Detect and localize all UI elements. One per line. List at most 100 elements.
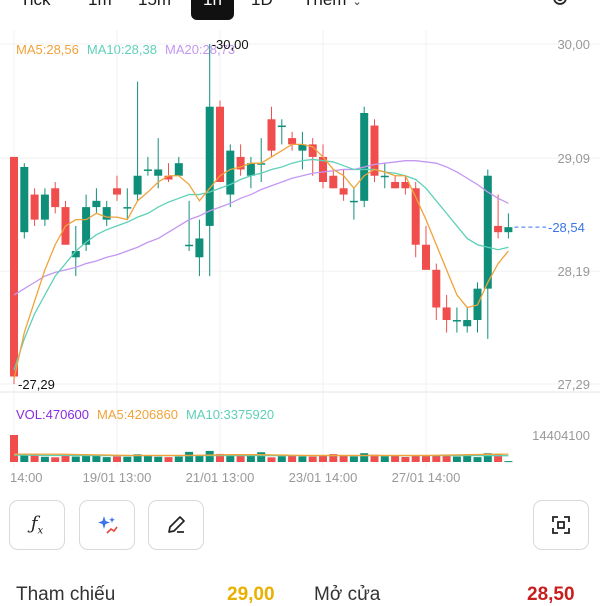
volume-bar: [422, 455, 430, 462]
volume-bar: [268, 457, 276, 462]
volume-bar: [474, 457, 482, 462]
sparkle-icon: [95, 513, 119, 537]
volume-bar: [494, 454, 502, 462]
volume-bar: [350, 456, 358, 462]
x-tick-label: 19/01 13:00: [83, 470, 152, 485]
candle: [10, 157, 18, 377]
y-tick-label: 28,19: [557, 264, 590, 279]
candle: [82, 207, 90, 245]
x-tick-label: 27/01 14:00: [392, 470, 461, 485]
formula-button[interactable]: ƒx: [9, 500, 65, 550]
volume-bar: [165, 457, 173, 462]
candle: [504, 227, 512, 232]
candle: [144, 169, 152, 171]
candle: [329, 176, 337, 189]
volume-bar: [103, 457, 111, 462]
volume-bar: [412, 456, 420, 462]
volume-bar: [401, 457, 409, 462]
open-price-label: Mở cửa: [314, 584, 380, 606]
volume-bar: [288, 455, 296, 462]
price-chart[interactable]: 30,0029,0928,1927,29-30,00-27,29-28,5414…: [0, 30, 600, 490]
tab-1d[interactable]: 1D: [251, 0, 273, 20]
formula-icon: ƒx: [31, 513, 43, 537]
ai-button[interactable]: [79, 500, 135, 550]
candle: [20, 167, 28, 232]
y-tick-label: 27,29: [557, 377, 590, 392]
y-tick-label: 29,09: [557, 151, 590, 166]
candle: [216, 107, 224, 182]
expand-icon: [551, 515, 571, 535]
candle: [226, 151, 234, 195]
open-price-value: 28,50: [527, 584, 575, 606]
candle: [206, 107, 214, 226]
tab-more[interactable]: Thêm⌄: [303, 0, 362, 20]
volume-bar: [92, 456, 100, 462]
volume-bar: [504, 461, 512, 462]
volume-bar: [154, 457, 162, 462]
candle: [371, 126, 379, 176]
tab-15m[interactable]: 15m: [138, 0, 171, 20]
volume-bar: [206, 451, 214, 462]
candle: [154, 169, 162, 175]
volume-bar: [360, 453, 368, 462]
candle: [195, 238, 203, 257]
x-tick-label: 23/01 14:00: [289, 470, 358, 485]
volume-bar: [10, 435, 18, 462]
candle: [92, 201, 100, 207]
volume-bar: [443, 456, 451, 462]
volume-bar: [391, 456, 399, 462]
candle: [350, 201, 358, 203]
volume-bar: [41, 457, 49, 462]
volume-bar: [185, 452, 193, 462]
chevron-down-icon: ⌄: [352, 0, 361, 8]
draw-button[interactable]: [148, 500, 204, 550]
volume-bar: [278, 456, 286, 462]
candle: [247, 163, 255, 176]
candle: [175, 163, 183, 176]
volume-bar: [298, 456, 306, 462]
tab-1m[interactable]: 1m: [88, 0, 112, 20]
max-price-label: -30,00: [212, 37, 249, 52]
tab-1h[interactable]: 1h: [191, 0, 234, 20]
candle: [134, 176, 142, 195]
candle: [443, 307, 451, 320]
current-price-label: -28,54: [548, 220, 585, 235]
pencil-icon: [165, 514, 187, 536]
gear-icon[interactable]: [550, 0, 570, 20]
volume-bar: [340, 456, 348, 462]
fullscreen-button[interactable]: [533, 500, 589, 550]
volume-bar: [62, 455, 70, 462]
min-price-label: -27,29: [18, 377, 55, 392]
candle: [360, 113, 368, 201]
volume-bar: [463, 455, 471, 462]
volume-bar: [381, 456, 389, 462]
candle: [41, 195, 49, 220]
candle: [51, 188, 59, 207]
candle: [278, 126, 286, 128]
volume-max-label: 14404100: [532, 428, 590, 443]
candle: [31, 195, 39, 220]
candle: [463, 320, 471, 326]
x-tick-label: 21/01 13:00: [186, 470, 255, 485]
candle: [340, 188, 348, 194]
volume-bar: [453, 457, 461, 462]
tab-tick[interactable]: Tick: [20, 0, 51, 20]
candle: [494, 226, 502, 232]
candle: [381, 176, 389, 178]
timeframe-tabs: Tick 1m 15m 1h 1D Thêm⌄: [0, 0, 600, 20]
volume-bar: [247, 456, 255, 462]
candle: [123, 207, 131, 209]
volume-bar: [309, 457, 317, 462]
volume-bar: [123, 457, 131, 462]
volume-bar: [175, 457, 183, 462]
volume-bar: [319, 456, 327, 462]
volume-bar: [237, 455, 245, 462]
candle: [288, 138, 296, 144]
ref-price-label: Tham chiếu: [16, 584, 115, 606]
candle: [391, 182, 399, 188]
ma10-line: [14, 159, 508, 370]
volume-bar: [72, 457, 80, 462]
candle: [185, 245, 193, 247]
candle: [113, 188, 121, 194]
x-tick-label: 14:00: [10, 470, 43, 485]
